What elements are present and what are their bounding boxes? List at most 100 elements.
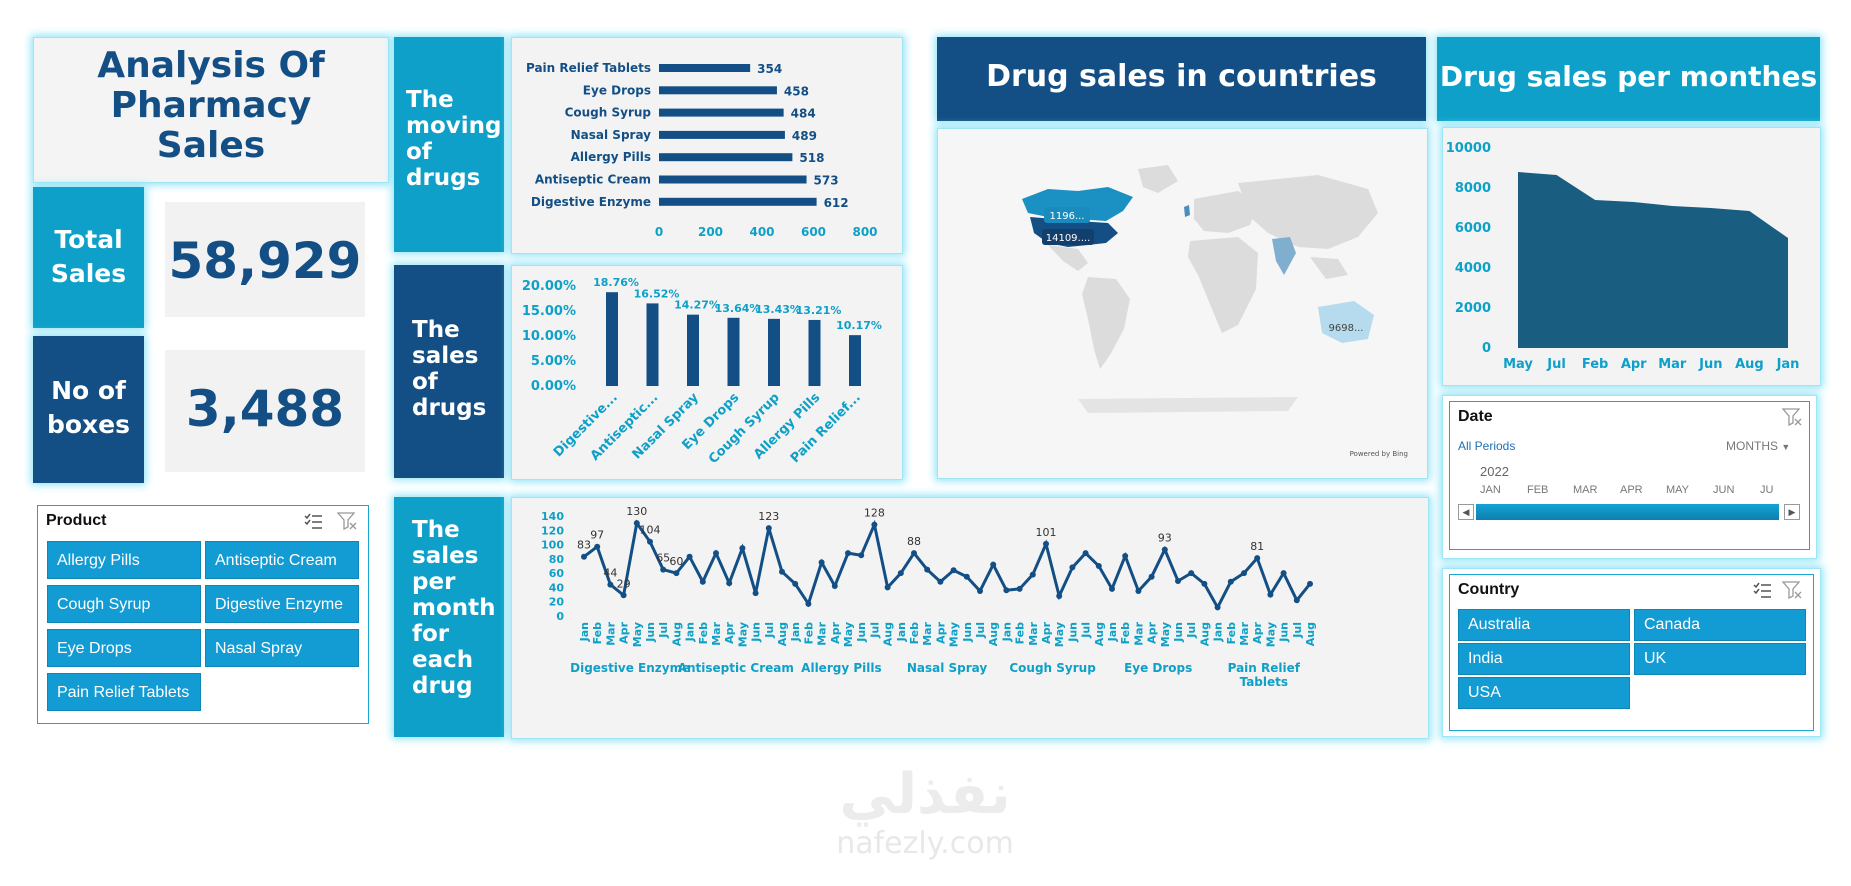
- y-tick-label: 60: [549, 567, 565, 580]
- x-category-label: Jul: [1546, 357, 1566, 372]
- line-point: [831, 583, 838, 589]
- bar: [687, 314, 699, 386]
- month-tick-label: Jan: [1000, 622, 1013, 642]
- clear-filter-icon[interactable]: [1781, 408, 1802, 427]
- line-point: [686, 553, 693, 560]
- month-tick-label: Jul: [974, 622, 987, 639]
- bar-value-label: 13.21%: [796, 304, 842, 317]
- land-africa: [1188, 237, 1258, 333]
- clear-filter-icon[interactable]: [336, 512, 357, 531]
- line-point: [1227, 578, 1234, 585]
- month-tick-label: Apr: [618, 621, 631, 643]
- boxes-value: 3,488: [185, 380, 345, 438]
- month-tick-label: Jun: [1278, 622, 1291, 643]
- scroll-right-button[interactable]: ▶: [1784, 504, 1800, 520]
- bar: [659, 130, 785, 139]
- month-tick-label: Mar: [604, 621, 617, 645]
- country-chip[interactable]: USA: [1458, 677, 1630, 709]
- product-chip[interactable]: Antiseptic Cream: [205, 541, 359, 579]
- months-chart-panel: 0 2000 4000 6000 8000 10000 May Jul Feb Apr Mar Jun…: [1442, 127, 1821, 386]
- scroll-left-button[interactable]: ◀: [1458, 504, 1474, 520]
- y-tick-label: 5.00%: [531, 354, 576, 369]
- point-value-label: 83: [577, 539, 591, 552]
- boxes-tile: No of boxes: [33, 336, 144, 483]
- country-chip[interactable]: India: [1458, 643, 1630, 675]
- country-slicer-outer: Country Australia Canada India UK USA: [1442, 568, 1821, 737]
- land-se-asia: [1310, 257, 1348, 279]
- timeline-bar[interactable]: [1476, 504, 1779, 520]
- map-label-australia: 9698...: [1329, 323, 1364, 334]
- line-point: [620, 592, 627, 599]
- month-tick-label: Jan: [895, 622, 908, 642]
- bar: [646, 303, 659, 386]
- x-category-label: Feb: [1582, 357, 1608, 372]
- product-chip[interactable]: Cough Syrup: [47, 585, 201, 623]
- date-title: Date: [1458, 408, 1493, 425]
- multi-select-icon[interactable]: [303, 512, 323, 530]
- product-chip[interactable]: Nasal Spray: [205, 629, 359, 667]
- country-uk: [1184, 205, 1190, 217]
- group-label: Pain Relief: [1228, 661, 1301, 675]
- moving-of-drugs-chart: Pain Relief Tablets 354 Eye Drops 458 Cough …: [526, 61, 878, 239]
- group-label: Nasal Spray: [907, 661, 988, 675]
- x-category-label: Apr: [1621, 357, 1647, 372]
- line-point: [1043, 540, 1049, 547]
- line-point: [726, 580, 733, 587]
- x-tick-label: 200: [698, 225, 723, 239]
- line-point: [1029, 571, 1036, 578]
- multi-select-icon[interactable]: [1752, 581, 1772, 599]
- month-tick-label: Feb: [908, 622, 921, 645]
- line-point: [1135, 588, 1142, 594]
- countries-header-text: Drug sales in countries: [986, 59, 1377, 94]
- product-chip[interactable]: Allergy Pills: [47, 541, 201, 579]
- area-series: [1518, 172, 1788, 348]
- bar-value-label: 489: [792, 129, 817, 143]
- month-tick-label: Jun: [1172, 622, 1185, 643]
- timeline-month: JAN: [1480, 484, 1501, 496]
- month-tick-label: Mar: [1027, 621, 1040, 645]
- month-tick-label: Feb: [591, 622, 604, 645]
- month-tick-label: Apr: [829, 621, 842, 643]
- point-value-label: 65: [656, 552, 670, 565]
- country-chip[interactable]: UK: [1634, 643, 1806, 675]
- month-tick-label: Feb: [802, 622, 815, 645]
- y-tick-label: 40: [549, 581, 565, 594]
- line-point: [1095, 563, 1102, 569]
- product-chip[interactable]: Pain Relief Tablets: [47, 673, 201, 711]
- bar: [849, 335, 861, 386]
- point-value-label: 29: [617, 577, 631, 590]
- country-chip[interactable]: Australia: [1458, 609, 1630, 641]
- bar: [659, 86, 777, 95]
- month-tick-label: Mar: [921, 621, 934, 645]
- point-value-label: 60: [669, 555, 683, 568]
- land-asia: [1238, 175, 1378, 249]
- line-point: [924, 566, 931, 573]
- point-value-label: 44: [603, 567, 617, 580]
- country-chip[interactable]: Canada: [1634, 609, 1806, 641]
- product-chip[interactable]: Digestive Enzyme: [205, 585, 359, 623]
- bar-category-label: Antiseptic Cream: [535, 173, 651, 187]
- clear-filter-icon[interactable]: [1781, 581, 1802, 600]
- time-level-dropdown[interactable]: MONTHS ▼: [1726, 439, 1790, 453]
- bar-value-label: 354: [757, 62, 782, 76]
- point-value-label: 123: [758, 510, 779, 523]
- line-point: [1109, 585, 1115, 592]
- month-tick-label: Jan: [1106, 622, 1119, 642]
- product-chip[interactable]: Eye Drops: [47, 629, 201, 667]
- bar-category-label: Digestive Enzyme: [531, 195, 651, 209]
- month-tick-label: May: [1053, 622, 1066, 647]
- line-point: [673, 570, 680, 577]
- land-europe: [1194, 191, 1258, 233]
- chevron-down-icon: ▼: [1781, 442, 1791, 452]
- group-label: Digestive Enzyme: [570, 661, 690, 675]
- date-timeline: Date All Periods MONTHS ▼ 2022 JAN FEB M…: [1449, 401, 1810, 550]
- month-tick-label: Aug: [1198, 622, 1211, 646]
- line-point: [911, 550, 917, 557]
- bar: [659, 64, 751, 72]
- timeline-month: MAR: [1573, 484, 1598, 496]
- bar-category-label: Eye Drops: [583, 83, 651, 97]
- total-sales-value-box: 58,929: [165, 202, 365, 317]
- all-periods-label: All Periods: [1458, 439, 1516, 453]
- y-tick-label: 100: [541, 539, 564, 552]
- y-tick-label: 0: [1482, 341, 1491, 356]
